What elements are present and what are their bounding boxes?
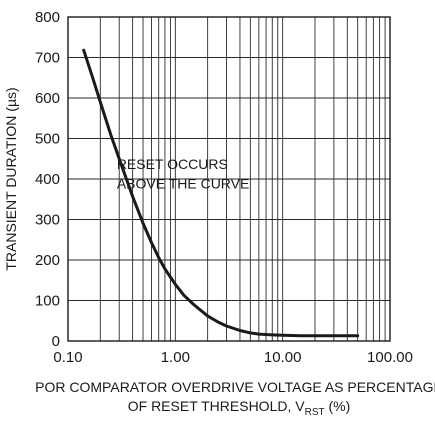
y-tick-label: 500 bbox=[35, 131, 60, 148]
y-tick-label: 400 bbox=[35, 171, 60, 188]
transient-curve bbox=[82, 48, 360, 338]
annotation-line-1: RESET OCCURS bbox=[117, 156, 228, 172]
x-axis-title-prefix: OF RESET THRESHOLD, V bbox=[128, 398, 306, 414]
x-tick-label: 100.00 bbox=[367, 349, 413, 366]
y-tick-label: 300 bbox=[35, 212, 60, 229]
y-tick-label: 200 bbox=[35, 252, 60, 269]
x-axis-title-line-2: OF RESET THRESHOLD, VRST (%) bbox=[128, 398, 351, 418]
tick-labels: 0 100 200 300 400 500 600 700 800 0.10 1.00 10.00 10… bbox=[35, 9, 413, 366]
x-axis-title-suffix: (%) bbox=[325, 398, 351, 414]
y-tick-label: 700 bbox=[35, 50, 60, 67]
x-tick-label: 1.00 bbox=[161, 349, 190, 366]
y-tick-label: 100 bbox=[35, 293, 60, 310]
x-axis-title-line-1: POR COMPARATOR OVERDRIVE VOLTAGE AS PERC… bbox=[35, 379, 435, 395]
x-axis-title-subscript: RST bbox=[305, 407, 325, 418]
x-tick-label: 10.00 bbox=[264, 349, 302, 366]
y-tick-label: 0 bbox=[52, 333, 60, 350]
x-tick-label: 0.10 bbox=[53, 349, 82, 366]
grid-lines bbox=[68, 17, 390, 341]
y-tick-label: 800 bbox=[35, 9, 60, 26]
annotation-line-2: ABOVE THE CURVE bbox=[117, 175, 250, 191]
y-tick-label: 600 bbox=[35, 90, 60, 107]
plot-frame bbox=[67, 16, 391, 342]
y-axis-title: TRANSIENT DURATION (µs) bbox=[3, 87, 19, 270]
